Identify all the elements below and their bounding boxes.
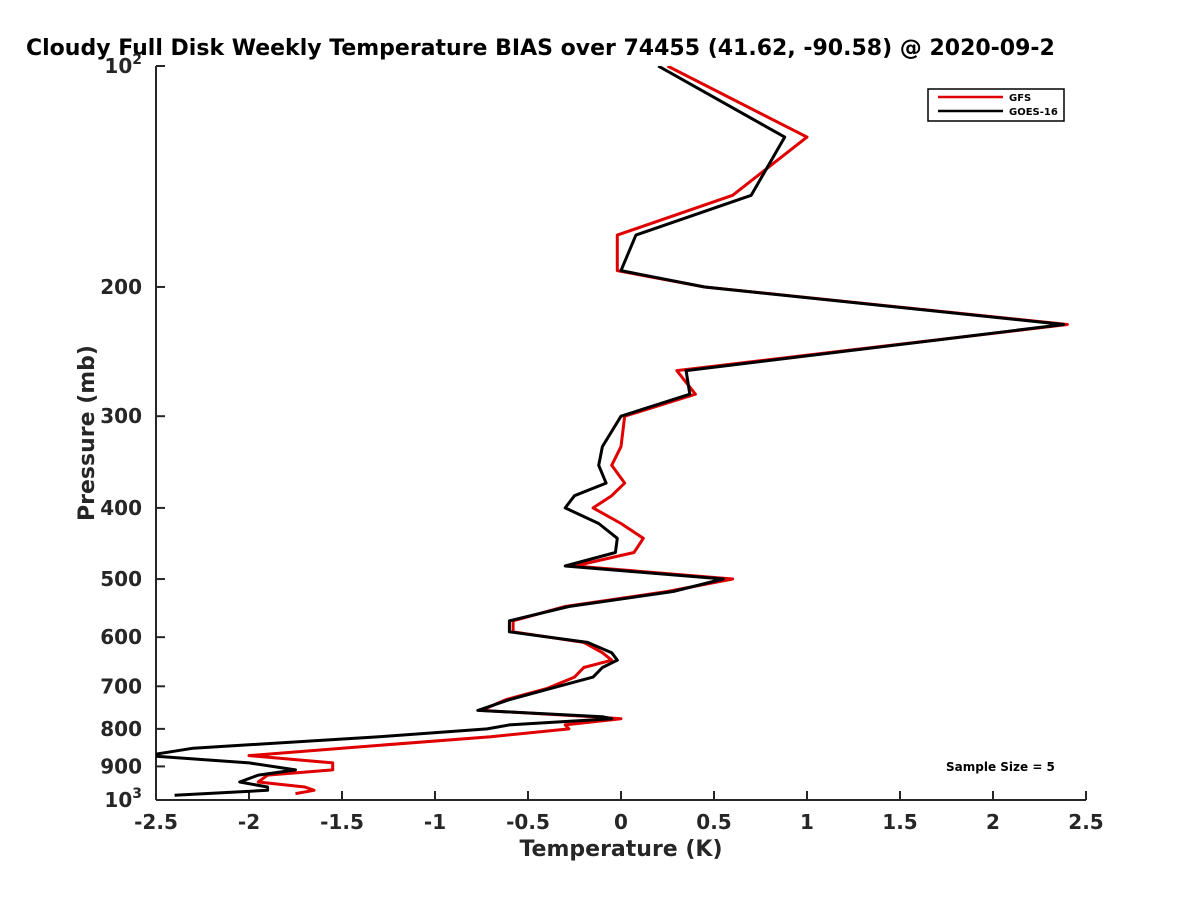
y-tick-label: 900 (100, 754, 142, 778)
y-tick-label: 400 (100, 496, 142, 520)
x-tick-label: 0.5 (696, 810, 731, 834)
x-tick-label: -0.5 (506, 810, 550, 834)
y-tick-label: 103 (104, 786, 142, 812)
x-tick-label: -2 (238, 810, 260, 834)
x-tick-label: 2 (986, 810, 1000, 834)
sample-size-annotation: Sample Size = 5 (946, 760, 1055, 774)
y-tick-label: 800 (100, 717, 142, 741)
y-tick-label: 300 (100, 404, 142, 428)
y-tick-label: 102 (104, 52, 142, 78)
chart-title: Cloudy Full Disk Weekly Temperature BIAS… (26, 36, 1055, 61)
x-tick-label: 0 (614, 810, 628, 834)
y-axis-label: Pressure (mb) (75, 345, 100, 521)
x-tick-label: -2.5 (134, 810, 178, 834)
x-tick-label: 1.5 (882, 810, 917, 834)
x-tick-label: 2.5 (1068, 810, 1103, 834)
y-tick-label: 700 (100, 674, 142, 698)
y-tick-label: 600 (100, 625, 142, 649)
y-tick-label: 200 (100, 275, 142, 299)
x-tick-label: -1 (424, 810, 446, 834)
x-ticks: -2.5 -2 -1.5 -1 -0.5 0 0.5 1 1.5 2 2.5 (134, 791, 1104, 834)
axes (155, 66, 1086, 801)
y-tick-label: 500 (100, 567, 142, 591)
y-ticks: 102 200 300 400 500 600 700 800 900 103 (100, 52, 165, 812)
series-layer (156, 66, 1069, 797)
x-axis-label: Temperature (K) (519, 837, 722, 862)
legend-box (927, 88, 1065, 122)
series-line-gfs (247, 66, 1069, 796)
legend-label-goes16: GOES-16 (1009, 107, 1058, 118)
legend: GFS GOES-16 (927, 88, 1065, 122)
legend-label-gfs: GFS (1009, 93, 1031, 104)
series-line-goes16 (156, 66, 1066, 797)
x-tick-label: -1.5 (320, 810, 364, 834)
x-tick-label: 1 (800, 810, 814, 834)
